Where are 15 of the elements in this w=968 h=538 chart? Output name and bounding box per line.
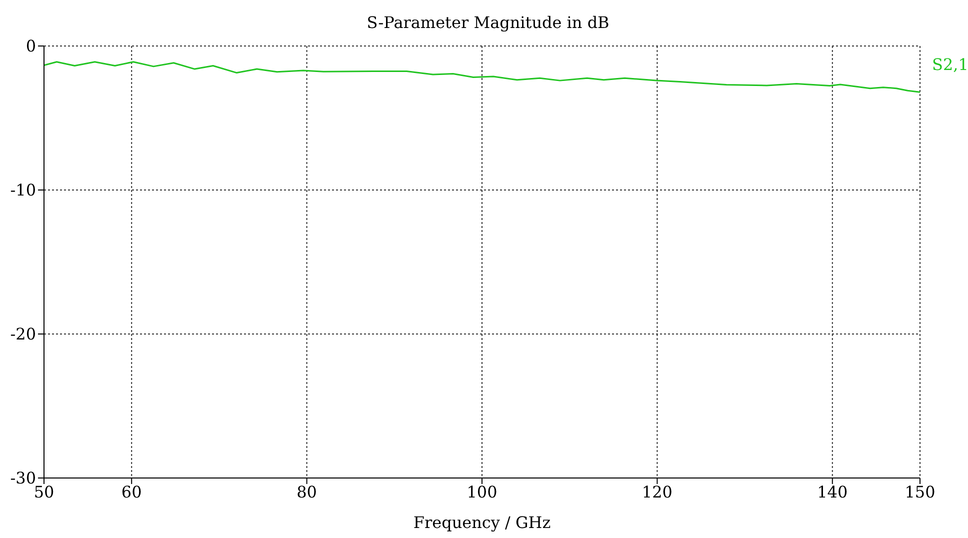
y-tick-label: -10 xyxy=(10,180,36,200)
y-tick-label: -30 xyxy=(10,468,36,488)
x-tick-label: 50 xyxy=(34,482,54,502)
line-series xyxy=(44,61,920,93)
x-tick-label: 60 xyxy=(121,482,142,502)
series-label: S2,1 xyxy=(932,55,968,74)
x-tick-label: 80 xyxy=(296,482,317,502)
y-tick-label: -20 xyxy=(10,324,36,344)
x-tick-label: 120 xyxy=(642,482,672,502)
x-tick-label: 150 xyxy=(904,482,936,502)
x-axis-title: Frequency / GHz xyxy=(413,513,551,532)
x-tick-label: 140 xyxy=(817,482,848,502)
chart-title: S-Parameter Magnitude in dB xyxy=(366,12,610,34)
y-tick-label: 0 xyxy=(26,36,36,56)
x-tick-label: 100 xyxy=(466,482,498,502)
